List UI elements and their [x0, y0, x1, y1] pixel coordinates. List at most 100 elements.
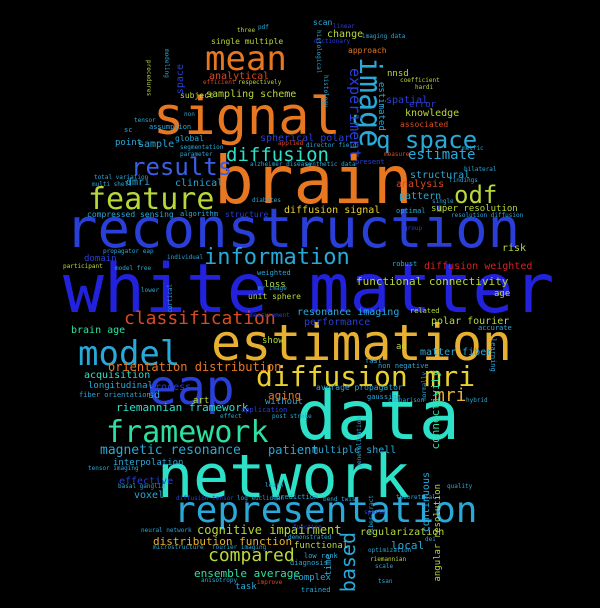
word-cognitive-impairment: cognitive impairment	[197, 523, 342, 537]
word-hardi: hardi	[415, 84, 434, 91]
word-acquisition: acquisition	[84, 370, 151, 381]
word-local: local	[391, 539, 425, 552]
word-comparison: comparison	[388, 397, 425, 404]
word-nnsd: nnsd	[387, 69, 409, 79]
word-weighted: weighted	[257, 269, 291, 277]
word-generalization: generalization	[356, 417, 363, 468]
word-art: art	[193, 396, 210, 406]
word-theoretical: theoretical	[396, 494, 436, 501]
word-tensor-imaging: tensor imaging	[88, 465, 139, 472]
word-present: present	[355, 158, 385, 166]
word-loss: loss	[264, 280, 286, 290]
word-results: results	[131, 153, 233, 181]
word-functional: functional	[294, 541, 349, 551]
word-analysis: analysis	[396, 179, 445, 190]
word-matter-fiber: matter fiber	[420, 347, 493, 358]
word-coefficient: coefficient	[400, 77, 440, 84]
word-optimal: optimal	[396, 207, 426, 215]
word-framework: framework	[106, 415, 269, 450]
word-algorithm: algorithm	[180, 210, 218, 218]
word-diffusion-mri: diffusion mri	[256, 360, 476, 393]
word-structural: structural	[410, 170, 471, 181]
word-magnetic-resonance: magnetic resonance	[100, 443, 241, 458]
word-pdf: pdf	[258, 24, 269, 31]
word-efficient: efficient	[203, 79, 236, 86]
word-feature: feature	[88, 182, 215, 217]
word-basal-ganglia: basal ganglia	[118, 483, 165, 490]
word-three: three	[237, 27, 256, 34]
word-process: process	[149, 382, 192, 393]
word-function: function	[293, 524, 322, 531]
word-robust: robust	[392, 260, 418, 268]
word-model: model	[78, 334, 181, 374]
word-eap: eap	[148, 360, 235, 416]
word-patient: patient	[268, 443, 319, 457]
word-assumption: assumption	[149, 123, 192, 131]
word-error: error	[409, 100, 437, 110]
word-risk: risk	[502, 243, 527, 254]
word-subject: subject	[180, 91, 214, 100]
word-accurate: accurate	[478, 324, 512, 332]
word-non-negative: non negative	[378, 362, 429, 370]
word-voxel: voxel	[134, 490, 165, 501]
word-fiber-orientation: fiber orientation	[79, 391, 151, 399]
word-neural-network: neural network	[141, 527, 192, 534]
word-low-rank: low rank	[304, 552, 338, 560]
word-multiple-shell: multiple shell	[312, 445, 397, 456]
word-estimation: estimation	[211, 314, 513, 372]
word-point: point	[115, 138, 143, 148]
word-resolution-diffusion: resolution diffusion	[451, 212, 524, 219]
word-space: space	[175, 64, 186, 95]
word-dictionary: dictionary	[314, 38, 351, 45]
word-gaussian: gaussian	[367, 393, 401, 401]
word-regularization: regularization	[360, 527, 445, 538]
word-without: without	[265, 397, 303, 407]
word-signal: signal	[153, 87, 341, 147]
word-procedures: modeling	[163, 49, 170, 78]
word-effect: effect	[220, 413, 242, 420]
word-mean: mean	[205, 39, 287, 79]
word-applied: applied	[278, 140, 304, 147]
word-demonstrated: demonstrated	[288, 534, 332, 541]
word-hybrid: hybrid	[466, 397, 488, 404]
word-parameter: parameter	[180, 151, 213, 158]
word-fiber-tract: fiber tract	[368, 495, 375, 535]
word-tensor: tensor	[134, 117, 156, 124]
word-effective: effective	[119, 476, 174, 487]
word-application: application	[241, 406, 288, 414]
word-connectivity: connectivity	[429, 370, 442, 450]
word-prediction: prediction	[276, 493, 319, 501]
word-resonance-imaging: resonance imaging	[297, 307, 400, 318]
word-age: age	[494, 289, 511, 299]
word-dmri: dmri	[126, 177, 151, 188]
word-riemannian-framework: riemannian framework	[116, 401, 249, 414]
word-synthetic-data: synthetic data	[305, 161, 356, 168]
word-diffusion-weighted: diffusion weighted	[424, 261, 533, 272]
word-image: image	[352, 57, 387, 148]
word-q-space: q space	[376, 126, 478, 154]
word-sparse: sparse	[364, 509, 386, 516]
word-post-stroke: post stroke	[272, 413, 312, 420]
word-diffusion-signal: diffusion signal	[284, 205, 381, 216]
word-diffusion: diffusion	[226, 144, 329, 166]
word-structure: structure	[225, 210, 269, 219]
word-pattern: pattern	[399, 191, 442, 202]
word-white-matter: white matter	[63, 250, 555, 329]
word-propagator-eap: propagator eap	[103, 248, 154, 255]
word-multi-shell: multi shell	[92, 181, 132, 188]
word-data: data	[296, 377, 460, 456]
word-measure: measure	[384, 151, 410, 158]
word-odf: odf	[454, 181, 498, 209]
word-average-propagator: average propagator	[316, 383, 403, 392]
word-total-variation: total variation	[94, 174, 149, 181]
word-sampling-scheme: sampling scheme	[206, 89, 297, 100]
word-related: related	[410, 307, 440, 315]
word-linear: linear	[333, 23, 355, 30]
word-imaging-data: imaging data	[362, 33, 406, 40]
word-complex: complex	[293, 573, 331, 583]
word-show: show	[262, 336, 284, 346]
word-mri: mri	[434, 385, 467, 406]
word-representation: representation	[174, 490, 478, 531]
word-ad: ad	[396, 342, 407, 352]
